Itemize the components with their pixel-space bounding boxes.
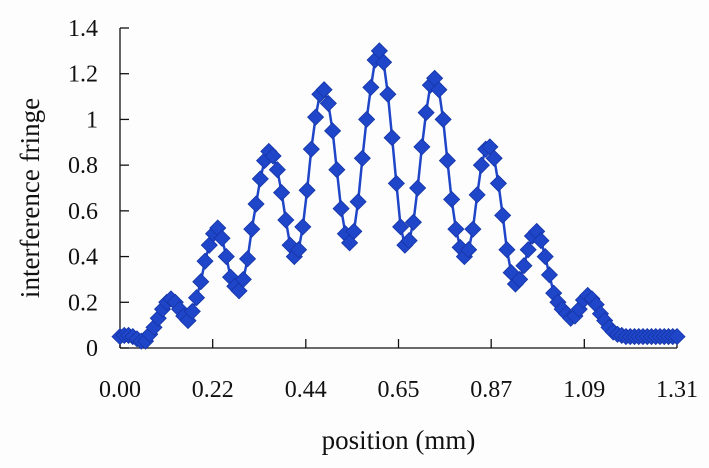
data-point bbox=[196, 252, 214, 270]
data-point bbox=[515, 257, 533, 275]
data-point bbox=[379, 85, 397, 103]
data-point bbox=[498, 241, 516, 259]
y-tick-label: 0.4 bbox=[68, 245, 98, 271]
data-point bbox=[438, 152, 456, 170]
data-point bbox=[187, 289, 206, 307]
data-point bbox=[298, 181, 316, 199]
data-point bbox=[332, 200, 350, 218]
data-point bbox=[234, 270, 252, 288]
data-point bbox=[192, 273, 210, 291]
data-point bbox=[511, 270, 529, 288]
x-tick-label: 1.09 bbox=[563, 377, 605, 403]
data-point bbox=[247, 195, 265, 213]
data-point bbox=[238, 250, 257, 268]
data-point bbox=[489, 174, 507, 192]
data-point bbox=[273, 184, 291, 202]
data-point bbox=[540, 266, 559, 284]
data-point bbox=[409, 179, 427, 197]
data-point bbox=[328, 161, 346, 179]
data-point bbox=[430, 81, 448, 99]
data-point bbox=[392, 218, 410, 236]
data-point bbox=[447, 220, 465, 238]
data-point bbox=[217, 248, 235, 266]
x-axis-title: position (mm) bbox=[322, 425, 476, 455]
data-point bbox=[294, 218, 312, 236]
data-point bbox=[302, 140, 320, 158]
data-point bbox=[383, 129, 401, 147]
data-point bbox=[375, 53, 393, 71]
data-point bbox=[362, 78, 380, 96]
data-point bbox=[183, 302, 201, 320]
data-point bbox=[532, 232, 550, 250]
y-tick-label: 0 bbox=[86, 336, 98, 362]
x-ticks: 0.00 0.22 0.44 0.65 0.87 1.09 1.31 bbox=[99, 339, 698, 403]
data-point bbox=[213, 229, 231, 247]
y-tick-label: 0.8 bbox=[68, 153, 98, 179]
data-point bbox=[353, 149, 371, 167]
data-point bbox=[519, 241, 537, 259]
data-point bbox=[268, 161, 286, 179]
x-tick-label: 0.65 bbox=[378, 377, 420, 403]
data-point bbox=[536, 248, 554, 266]
y-axis-title: interference fringe bbox=[15, 98, 45, 298]
data-point bbox=[358, 110, 376, 128]
x-tick-label: 0.87 bbox=[470, 377, 512, 403]
data-point bbox=[443, 190, 461, 208]
data-point bbox=[464, 220, 482, 238]
data-point bbox=[404, 213, 422, 231]
data-point bbox=[349, 193, 367, 211]
data-point bbox=[400, 232, 418, 250]
data-point bbox=[413, 138, 431, 156]
data-point bbox=[468, 186, 486, 204]
y-tick-label: 0.6 bbox=[68, 199, 98, 225]
data-point bbox=[264, 147, 282, 165]
x-tick-label: 1.31 bbox=[656, 377, 698, 403]
data-point bbox=[460, 241, 478, 259]
y-ticks: 0 0.2 0.4 0.6 0.8 1 1.2 1.4 bbox=[68, 16, 129, 362]
data-point bbox=[251, 170, 269, 188]
data-point bbox=[324, 122, 342, 140]
data-point bbox=[668, 328, 686, 346]
data-point bbox=[277, 211, 295, 229]
data-point bbox=[307, 108, 325, 126]
data-point bbox=[319, 94, 337, 112]
y-tick-label: 1.2 bbox=[68, 62, 98, 88]
y-tick-label: 0.2 bbox=[68, 290, 98, 316]
data-point bbox=[345, 222, 363, 240]
data-point bbox=[485, 149, 503, 167]
data-point bbox=[417, 104, 435, 122]
data-point bbox=[243, 220, 261, 238]
x-tick-label: 0.22 bbox=[192, 377, 234, 403]
data-point bbox=[315, 81, 333, 99]
x-tick-label: 0.44 bbox=[285, 377, 327, 403]
y-tick-label: 1 bbox=[86, 107, 98, 133]
data-point bbox=[494, 206, 512, 224]
data-point bbox=[290, 241, 308, 259]
data-point bbox=[472, 156, 490, 174]
series-group bbox=[111, 42, 686, 350]
data-point bbox=[434, 110, 452, 128]
y-tick-label: 1.4 bbox=[68, 16, 98, 42]
x-tick-label: 0.00 bbox=[99, 377, 141, 403]
data-point bbox=[387, 174, 405, 192]
